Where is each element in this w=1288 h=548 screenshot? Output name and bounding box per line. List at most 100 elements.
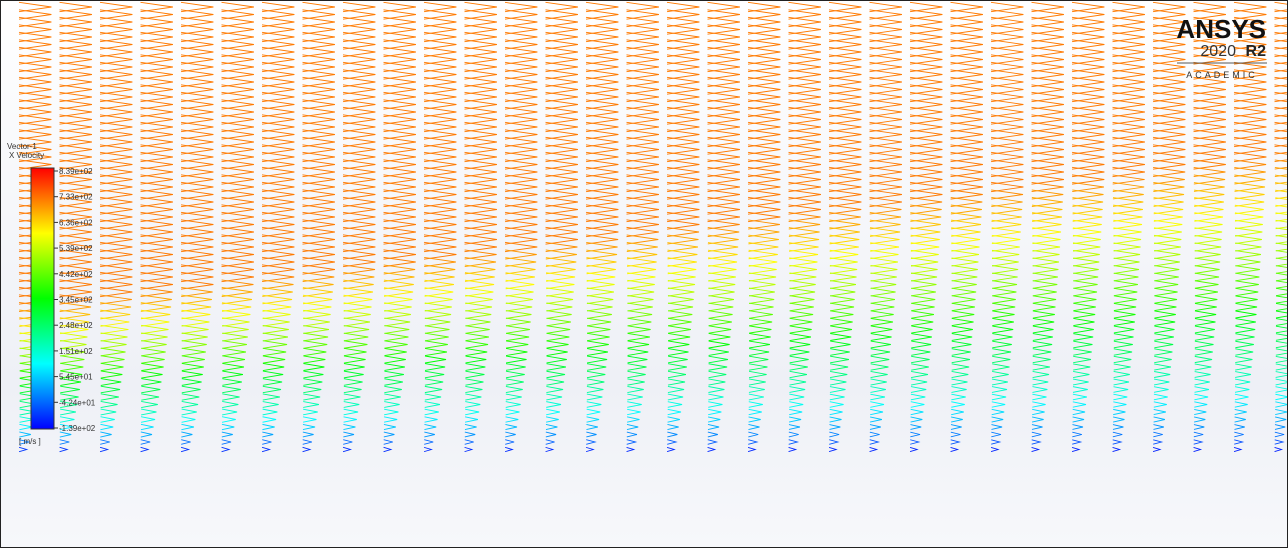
vector-arrow — [830, 288, 855, 296]
vector-arrow — [1114, 371, 1130, 377]
vector-arrow — [992, 364, 1009, 370]
vector-arrow — [1073, 273, 1098, 281]
vector-arrow — [910, 447, 917, 451]
vector-arrow — [141, 318, 169, 326]
vector-arrow — [1235, 311, 1256, 318]
vector-arrow — [830, 303, 854, 311]
vector-arrow — [343, 280, 373, 289]
vector-arrow — [668, 333, 690, 340]
vector-arrow — [992, 250, 1019, 258]
vector-arrow — [141, 363, 163, 370]
vector-arrow — [141, 409, 156, 415]
vector-arrow — [465, 364, 485, 371]
vector-arrow — [425, 326, 450, 334]
vector-arrow — [1032, 228, 1061, 237]
vector-arrow — [141, 424, 154, 429]
vector-arrow — [1275, 425, 1285, 430]
vector-arrow — [465, 394, 481, 400]
vector-arrow — [668, 265, 697, 274]
vector-arrow — [1154, 303, 1176, 310]
vector-arrow — [384, 326, 409, 334]
vector-arrow — [992, 409, 1004, 414]
vector-arrow — [1033, 250, 1060, 258]
vector-arrow — [830, 281, 856, 289]
vector-arrow — [1154, 281, 1178, 289]
vector-arrow — [668, 417, 680, 422]
vector-arrow — [790, 356, 809, 363]
vector-arrow — [749, 311, 773, 319]
vector-arrow — [303, 326, 329, 334]
vector-arrow — [1235, 341, 1253, 347]
vector-arrow — [344, 295, 373, 304]
vector-arrow — [506, 364, 526, 371]
vector-arrow — [546, 402, 561, 408]
legend-title: Vector-1 — [7, 142, 37, 151]
vector-arrow — [222, 333, 248, 341]
vector-arrow — [303, 364, 324, 371]
vector-arrow — [871, 281, 897, 289]
vector-arrow — [1235, 183, 1265, 192]
vector-arrow — [951, 235, 980, 244]
vector-arrow — [627, 386, 643, 392]
vector-arrow — [303, 424, 315, 429]
vector-arrow — [749, 402, 763, 408]
vector-arrow — [992, 213, 1022, 222]
vector-arrow — [789, 417, 801, 422]
vector-arrow — [708, 243, 738, 252]
vector-arrow — [546, 311, 571, 319]
vector-arrow — [1234, 447, 1241, 451]
vector-arrow — [1194, 198, 1224, 207]
vector-arrow — [587, 326, 610, 333]
vector-arrow — [1114, 266, 1139, 274]
vector-arrow — [141, 341, 166, 349]
legend-tick-label: 7.33e+02 — [59, 193, 93, 202]
vector-arrow — [303, 371, 323, 378]
vector-arrow — [60, 417, 74, 423]
vector-arrow — [546, 432, 556, 437]
vector-arrow — [1033, 326, 1054, 333]
vector-arrow — [100, 447, 108, 451]
vector-arrow — [1073, 409, 1085, 414]
vector-arrow — [506, 394, 522, 400]
vector-arrow — [952, 318, 974, 325]
vector-arrow — [911, 341, 931, 348]
vector-arrow — [667, 440, 676, 445]
graphics-window: Vector-1 X Velocity [ m/s ] 8.39e+027.33… — [0, 0, 1288, 548]
vector-arrow — [1154, 364, 1171, 370]
vector-arrow — [222, 394, 239, 400]
vector-arrow — [830, 341, 850, 348]
vector-arrow — [991, 447, 998, 451]
vector-arrow — [748, 447, 755, 451]
vector-arrow — [425, 288, 454, 297]
vector-arrow — [182, 333, 208, 341]
vector-arrow — [466, 356, 487, 363]
vector-arrow — [911, 318, 933, 325]
vector-arrow — [790, 333, 811, 340]
vector-arrow — [1073, 311, 1095, 318]
vector-arrow — [1113, 417, 1124, 422]
vector-arrow — [263, 348, 286, 355]
vector-arrow — [1235, 334, 1254, 341]
vector-arrow — [1195, 243, 1221, 251]
vector-arrow — [141, 325, 168, 333]
vector-arrow — [1195, 334, 1214, 341]
vector-arrow — [1275, 394, 1287, 400]
vector-arrow — [830, 265, 857, 273]
vector-arrow — [465, 273, 495, 282]
vector-arrow — [1195, 303, 1217, 310]
vector-arrow — [830, 296, 855, 304]
vector-arrow — [829, 220, 860, 229]
vector-arrow — [182, 386, 201, 393]
legend-tick-label: 8.39e+02 — [59, 167, 93, 176]
vector-arrow — [1032, 220, 1061, 229]
vector-arrow — [992, 356, 1010, 362]
vector-arrow — [181, 440, 190, 445]
vector-arrow — [1194, 425, 1204, 430]
vector-arrow — [547, 356, 567, 363]
vector-arrow — [871, 341, 891, 348]
vector-arrow — [263, 386, 281, 392]
vector-arrow — [790, 288, 815, 296]
vector-arrow — [1073, 356, 1091, 362]
vector-arrow — [425, 409, 439, 415]
vector-arrow — [992, 243, 1020, 251]
